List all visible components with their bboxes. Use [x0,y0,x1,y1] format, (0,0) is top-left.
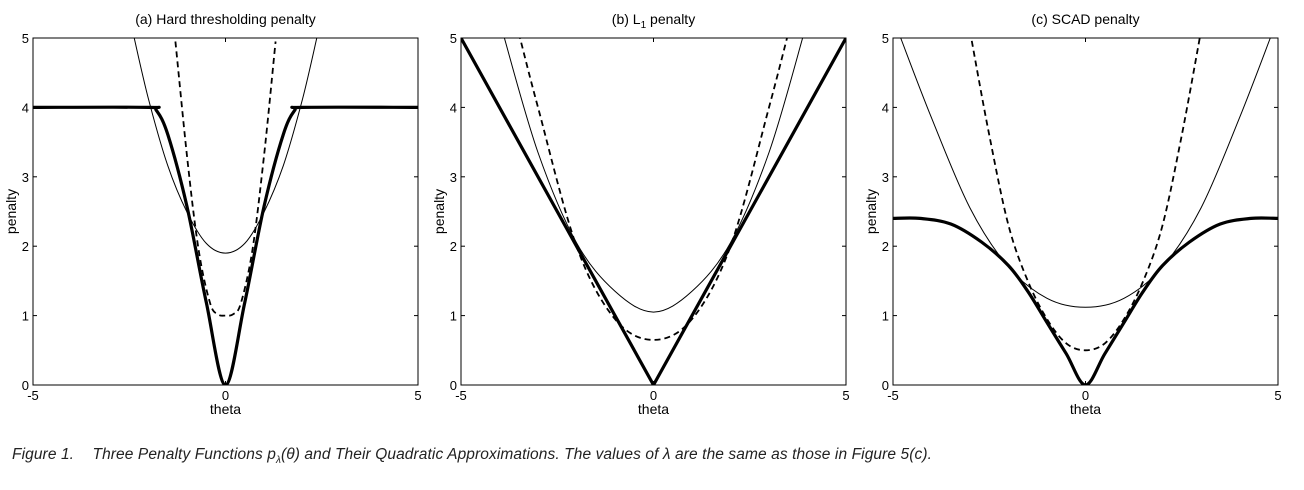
y-tick-label: 5 [882,31,889,46]
y-axis-label: penalty [3,189,19,234]
y-tick-label: 3 [450,170,457,185]
y-tick-label: 4 [882,100,889,115]
y-axis-label: penalty [431,189,447,234]
x-tick-label: -5 [887,388,899,403]
y-tick-label: 3 [22,170,29,185]
series-line-dashed [174,41,277,317]
x-tick-label: 0 [1082,388,1089,403]
figure-caption: Figure 1. Three Penalty Functions pλ(θ) … [12,446,1292,466]
chart-title: (a) Hard thresholding penalty [135,11,316,27]
series-line-thick [893,216,1278,385]
series-line-thin [503,38,804,313]
plot-frame [32,37,419,386]
x-tick-label: 5 [414,388,421,403]
x-tick-label: 5 [1274,388,1281,403]
y-tick-label: 0 [882,378,889,393]
x-axis-label: theta [638,401,669,417]
y-tick-label: 4 [22,100,29,115]
x-tick-label: 0 [222,388,229,403]
series-line-dashed [970,38,1201,352]
chart-title: (c) SCAD penalty [1031,11,1139,27]
y-tick-label: 4 [450,100,457,115]
x-tick-label: 5 [842,388,849,403]
y-tick-label: 2 [22,239,29,254]
y-axis-label: penalty [863,189,879,234]
x-tick-label: -5 [27,388,39,403]
y-tick-label: 2 [450,239,457,254]
y-tick-label: 1 [22,309,29,324]
chart-title: (b) L1 penalty [612,11,695,31]
caption-label: Figure 1. [12,446,75,463]
plot-frame [892,37,1279,386]
y-tick-label: 0 [450,378,457,393]
y-tick-label: 5 [450,31,457,46]
y-tick-label: 0 [22,378,29,393]
y-tick-label: 3 [882,170,889,185]
caption-subscript: λ [275,455,281,466]
x-tick-label: -5 [455,388,467,403]
y-tick-label: 1 [450,309,457,324]
series-line-thick [461,38,846,385]
series-line-dashed [519,38,788,341]
x-axis-label: theta [210,401,241,417]
y-tick-label: 2 [882,239,889,254]
series-line-thin [900,38,1271,308]
y-tick-label: 5 [22,31,29,46]
x-tick-label: 0 [650,388,657,403]
series-line-thin [133,38,318,254]
caption-text-post: (θ) and Their Quadratic Approximations. … [280,446,933,463]
x-axis-label: theta [1070,401,1101,417]
y-tick-label: 1 [882,309,889,324]
series-line-thick [33,105,418,385]
caption-text-pre: Three Penalty Functions p [92,446,276,463]
